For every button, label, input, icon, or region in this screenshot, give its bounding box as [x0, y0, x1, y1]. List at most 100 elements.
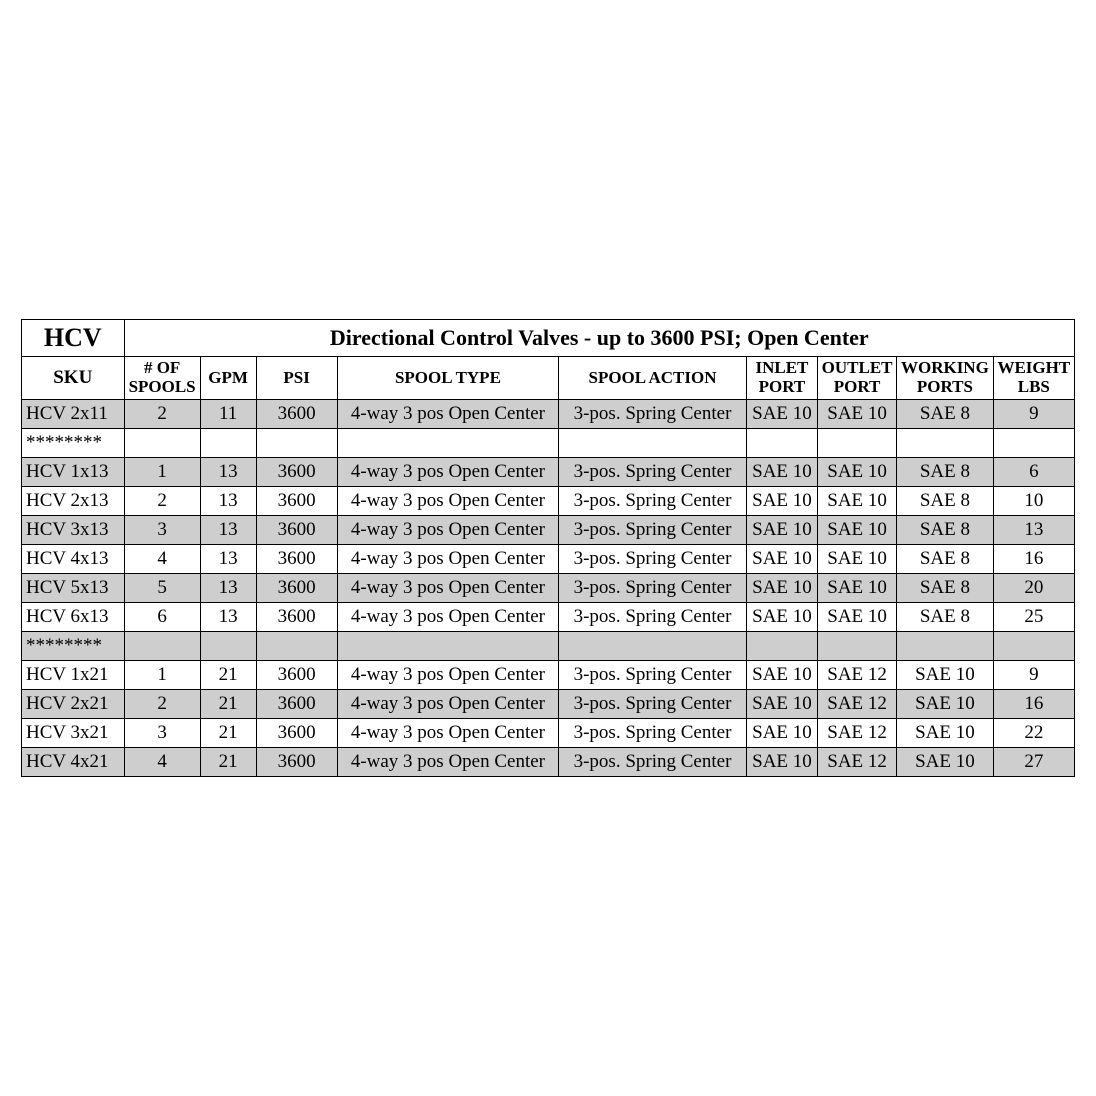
cell-psi: 3600	[256, 515, 337, 544]
col-header-working-ports: WORKING PORTS	[897, 357, 993, 399]
cell-weight: 25	[993, 602, 1074, 631]
cell-spools: 2	[124, 486, 200, 515]
cell-spools: 1	[124, 660, 200, 689]
col-header-weight: WEIGHT LBS	[993, 357, 1074, 399]
cell-sku: HCV 4x13	[22, 544, 125, 573]
cell-weight: 6	[993, 457, 1074, 486]
cell-spool-type: 4-way 3 pos Open Center	[337, 747, 558, 776]
cell-weight: 27	[993, 747, 1074, 776]
cell-outlet: SAE 10	[817, 544, 896, 573]
cell-working: SAE 10	[897, 660, 993, 689]
cell-spool-action: 3-pos. Spring Center	[559, 689, 747, 718]
cell-outlet: SAE 10	[817, 515, 896, 544]
cell-psi: 3600	[256, 689, 337, 718]
cell-psi: 3600	[256, 457, 337, 486]
cell-inlet: SAE 10	[746, 457, 817, 486]
cell-outlet: SAE 12	[817, 747, 896, 776]
cell-working: SAE 10	[897, 747, 993, 776]
table-row: HCV 6x13 6 13 3600 4-way 3 pos Open Cent…	[22, 602, 1075, 631]
cell-gpm: 13	[200, 544, 256, 573]
cell-outlet: SAE 12	[817, 660, 896, 689]
cell-gpm: 21	[200, 747, 256, 776]
cell-psi: 3600	[256, 544, 337, 573]
cell-spool-type: 4-way 3 pos Open Center	[337, 573, 558, 602]
cell-gpm: 13	[200, 457, 256, 486]
cell-inlet: SAE 10	[746, 573, 817, 602]
cell-gpm: 13	[200, 573, 256, 602]
cell-spools: 3	[124, 515, 200, 544]
cell-sku: HCV 2x13	[22, 486, 125, 515]
cell-spool-type: 4-way 3 pos Open Center	[337, 689, 558, 718]
cell-psi: 3600	[256, 718, 337, 747]
cell-working: SAE 10	[897, 718, 993, 747]
cell-outlet: SAE 12	[817, 718, 896, 747]
table-row: HCV 2x21 2 21 3600 4-way 3 pos Open Cent…	[22, 689, 1075, 718]
cell-inlet: SAE 10	[746, 399, 817, 428]
cell-gpm: 11	[200, 399, 256, 428]
cell-spool-type: 4-way 3 pos Open Center	[337, 660, 558, 689]
cell-working: SAE 8	[897, 399, 993, 428]
cell-inlet: SAE 10	[746, 660, 817, 689]
cell-gpm: 13	[200, 602, 256, 631]
cell-spools: 4	[124, 747, 200, 776]
cell-sku: HCV 4x21	[22, 747, 125, 776]
cell-weight: 22	[993, 718, 1074, 747]
cell-inlet: SAE 10	[746, 602, 817, 631]
cell-spool-type: 4-way 3 pos Open Center	[337, 457, 558, 486]
col-header-outlet-port: OUTLET PORT	[817, 357, 896, 399]
table-corner-label: HCV	[22, 320, 125, 357]
header-row-2: SKU # OF SPOOLS GPM PSI SPOOL TYPE SPOOL…	[22, 357, 1075, 399]
cell-spools: 2	[124, 399, 200, 428]
valve-spec-table-container: HCV Directional Control Valves - up to 3…	[21, 319, 1075, 776]
cell-weight: 10	[993, 486, 1074, 515]
table-row: HCV 2x13 2 13 3600 4-way 3 pos Open Cent…	[22, 486, 1075, 515]
cell-spool-type: 4-way 3 pos Open Center	[337, 486, 558, 515]
cell-weight: 9	[993, 399, 1074, 428]
cell-spool-type: 4-way 3 pos Open Center	[337, 544, 558, 573]
cell-spool-action: 3-pos. Spring Center	[559, 486, 747, 515]
header-row-1: HCV Directional Control Valves - up to 3…	[22, 320, 1075, 357]
cell-working: SAE 10	[897, 689, 993, 718]
table-row: HCV 1x13 1 13 3600 4-way 3 pos Open Cent…	[22, 457, 1075, 486]
table-row: HCV 1x21 1 21 3600 4-way 3 pos Open Cent…	[22, 660, 1075, 689]
cell-sku: HCV 5x13	[22, 573, 125, 602]
cell-spool-action: 3-pos. Spring Center	[559, 515, 747, 544]
cell-spool-type: 4-way 3 pos Open Center	[337, 718, 558, 747]
cell-weight: 20	[993, 573, 1074, 602]
table-row: HCV 4x13 4 13 3600 4-way 3 pos Open Cent…	[22, 544, 1075, 573]
col-header-spool-action: SPOOL ACTION	[559, 357, 747, 399]
cell-spool-type: 4-way 3 pos Open Center	[337, 399, 558, 428]
cell-sku: HCV 3x13	[22, 515, 125, 544]
separator-cell: ********	[22, 428, 125, 457]
cell-sku: HCV 2x11	[22, 399, 125, 428]
cell-working: SAE 8	[897, 486, 993, 515]
cell-spool-action: 3-pos. Spring Center	[559, 544, 747, 573]
cell-spool-action: 3-pos. Spring Center	[559, 399, 747, 428]
cell-spools: 6	[124, 602, 200, 631]
cell-sku: HCV 1x13	[22, 457, 125, 486]
cell-psi: 3600	[256, 747, 337, 776]
cell-working: SAE 8	[897, 602, 993, 631]
cell-psi: 3600	[256, 486, 337, 515]
table-row: HCV 3x21 3 21 3600 4-way 3 pos Open Cent…	[22, 718, 1075, 747]
cell-inlet: SAE 10	[746, 689, 817, 718]
valve-spec-table: HCV Directional Control Valves - up to 3…	[21, 319, 1075, 776]
cell-spools: 4	[124, 544, 200, 573]
cell-sku: HCV 2x21	[22, 689, 125, 718]
cell-spools: 3	[124, 718, 200, 747]
cell-weight: 13	[993, 515, 1074, 544]
cell-spools: 5	[124, 573, 200, 602]
cell-psi: 3600	[256, 399, 337, 428]
cell-spool-action: 3-pos. Spring Center	[559, 718, 747, 747]
table-title: Directional Control Valves - up to 3600 …	[124, 320, 1074, 357]
table-row: HCV 2x11 2 11 3600 4-way 3 pos Open Cent…	[22, 399, 1075, 428]
separator-row: ********	[22, 631, 1075, 660]
cell-inlet: SAE 10	[746, 544, 817, 573]
cell-working: SAE 8	[897, 515, 993, 544]
col-header-spools: # OF SPOOLS	[124, 357, 200, 399]
col-header-gpm: GPM	[200, 357, 256, 399]
cell-outlet: SAE 10	[817, 399, 896, 428]
cell-spool-type: 4-way 3 pos Open Center	[337, 602, 558, 631]
table-row: HCV 3x13 3 13 3600 4-way 3 pos Open Cent…	[22, 515, 1075, 544]
cell-inlet: SAE 10	[746, 747, 817, 776]
